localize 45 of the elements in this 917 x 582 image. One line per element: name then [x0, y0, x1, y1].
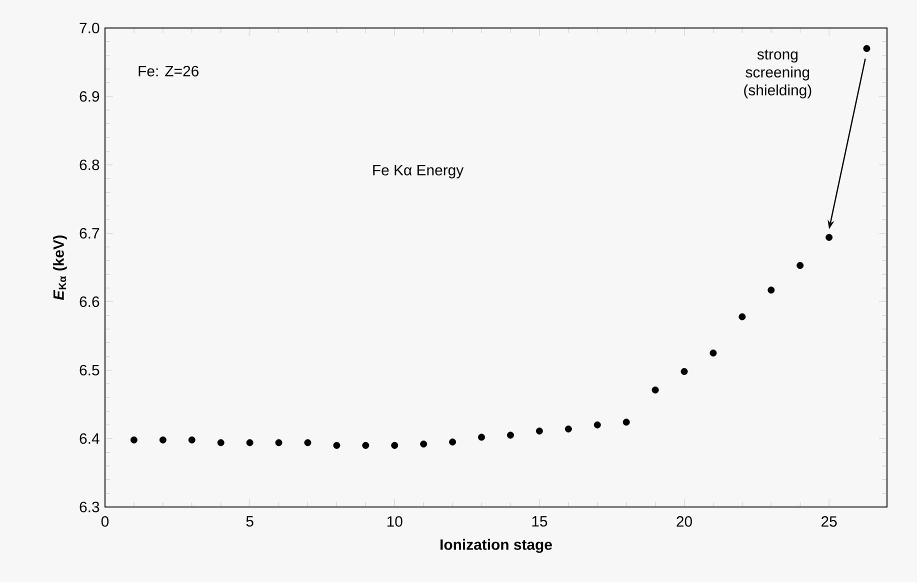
point	[246, 439, 254, 446]
y-tick-label: 6.7	[80, 228, 100, 239]
x-tick-label: 15	[532, 516, 548, 527]
point	[478, 434, 486, 441]
y-tick-label: 6.5	[80, 364, 100, 376]
point	[275, 439, 282, 446]
x-tick-label: 25	[822, 516, 837, 527]
y-tick-label: 6.9	[80, 91, 100, 102]
x-tick-label: 10	[387, 516, 402, 527]
point	[768, 286, 775, 294]
point	[362, 442, 370, 449]
point	[159, 436, 166, 444]
point	[738, 313, 746, 320]
point	[217, 439, 224, 446]
point	[333, 442, 340, 449]
y-tick-label: 7.0	[80, 22, 100, 34]
annotation: Fe Kα Energy	[373, 165, 464, 178]
point	[796, 262, 804, 269]
point	[564, 425, 572, 432]
point	[536, 428, 543, 435]
point	[826, 234, 833, 241]
point	[680, 368, 688, 376]
x-tick-label: 20	[676, 516, 692, 527]
y-tick-label: 6.6	[80, 296, 100, 307]
point	[506, 432, 514, 439]
annotation: Fe: Z=26	[138, 66, 198, 76]
x-axis-title: Ionization stage	[440, 538, 552, 553]
point	[391, 442, 398, 449]
x-tick-label: 0	[101, 516, 109, 527]
y-tick-label: 6.3	[80, 502, 100, 512]
y-tick-label: 6.4	[80, 433, 100, 444]
point	[449, 438, 456, 446]
annotation: strong screening (shielding)	[744, 50, 812, 98]
x-tick-label: 5	[246, 516, 254, 527]
point	[188, 436, 196, 444]
point	[622, 418, 630, 426]
point	[710, 350, 717, 357]
y-axis-title: E$_{Kα}$ (keV)	[52, 235, 67, 300]
point	[420, 440, 428, 448]
y-tick-label: 6.8	[80, 160, 100, 170]
point	[594, 421, 601, 428]
point	[863, 45, 870, 52]
point	[304, 439, 312, 446]
point	[130, 436, 138, 444]
point	[652, 386, 659, 394]
